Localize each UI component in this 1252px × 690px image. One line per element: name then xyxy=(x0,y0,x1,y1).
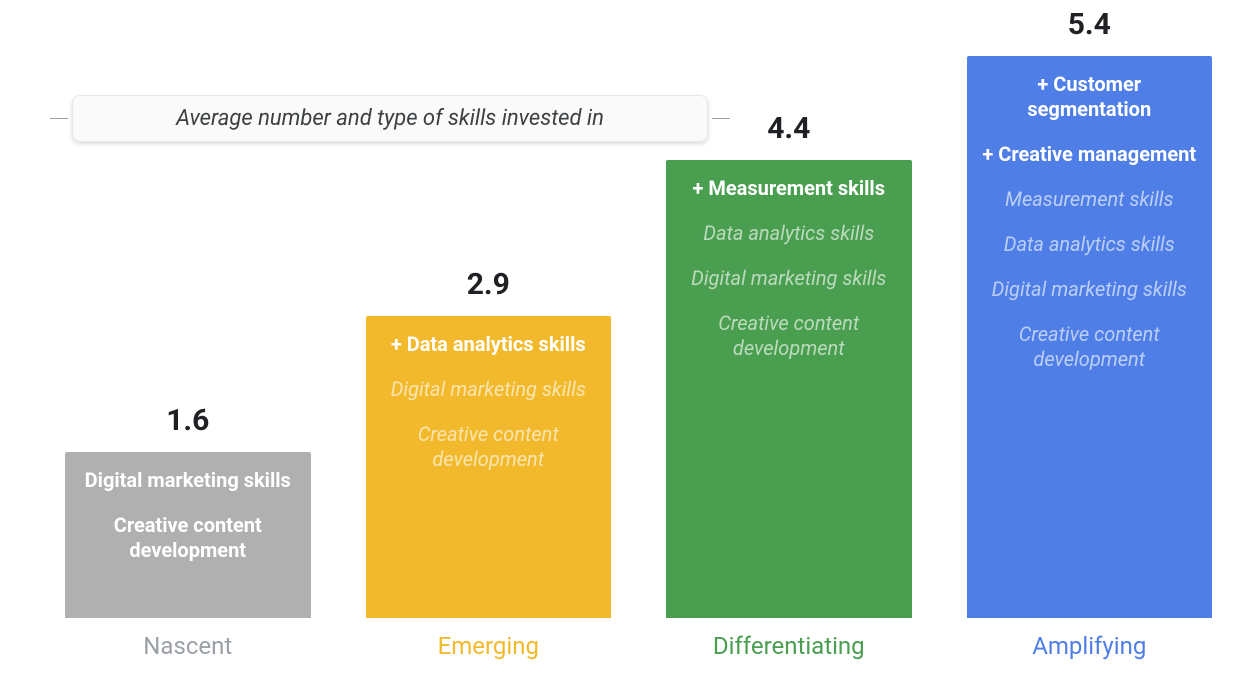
skill-new: Creative content development xyxy=(75,513,301,563)
bar-value: 5.4 xyxy=(967,7,1213,42)
skill-new: + Customer segmentation xyxy=(977,72,1203,122)
bar-value: 2.9 xyxy=(366,267,612,302)
skills-bar-chart: 1.6 Digital marketing skills Creative cont… xyxy=(65,20,1212,660)
skill-prior: Creative content development xyxy=(676,311,902,361)
bar-column: 1.6 Digital marketing skills Creative cont… xyxy=(65,403,311,660)
skill-prior: Creative content development xyxy=(977,322,1203,372)
bar-value: 4.4 xyxy=(666,111,912,146)
bar-column: 2.9 + Data analytics skills Digital market… xyxy=(366,267,612,660)
bar: + Customer segmentation + Creative manage… xyxy=(967,56,1213,618)
bar-column: 4.4 + Measurement skills Data analytics sk… xyxy=(666,111,912,660)
bar: Digital marketing skills Creative content… xyxy=(65,452,311,618)
skill-new: + Data analytics skills xyxy=(376,332,602,357)
skill-prior: Digital marketing skills xyxy=(376,377,602,402)
bar-column: 5.4 + Customer segmentation + Creative man… xyxy=(967,7,1213,660)
skill-prior: Data analytics skills xyxy=(977,232,1203,257)
skill-new: + Measurement skills xyxy=(676,176,902,201)
bar: + Measurement skills Data analytics skill… xyxy=(666,160,912,618)
skill-prior: Creative content development xyxy=(376,422,602,472)
bar-category-label: Amplifying xyxy=(967,632,1213,660)
bar-category-label: Emerging xyxy=(366,632,612,660)
bar-category-label: Differentiating xyxy=(666,632,912,660)
bar-value: 1.6 xyxy=(65,403,311,438)
skill-new: + Creative management xyxy=(977,142,1203,167)
skill-prior: Digital marketing skills xyxy=(977,277,1203,302)
skill-prior: Digital marketing skills xyxy=(676,266,902,291)
bar-category-label: Nascent xyxy=(65,632,311,660)
bar: + Data analytics skills Digital marketing… xyxy=(366,316,612,618)
skill-new: Digital marketing skills xyxy=(75,468,301,493)
skill-prior: Measurement skills xyxy=(977,187,1203,212)
skill-prior: Data analytics skills xyxy=(676,221,902,246)
